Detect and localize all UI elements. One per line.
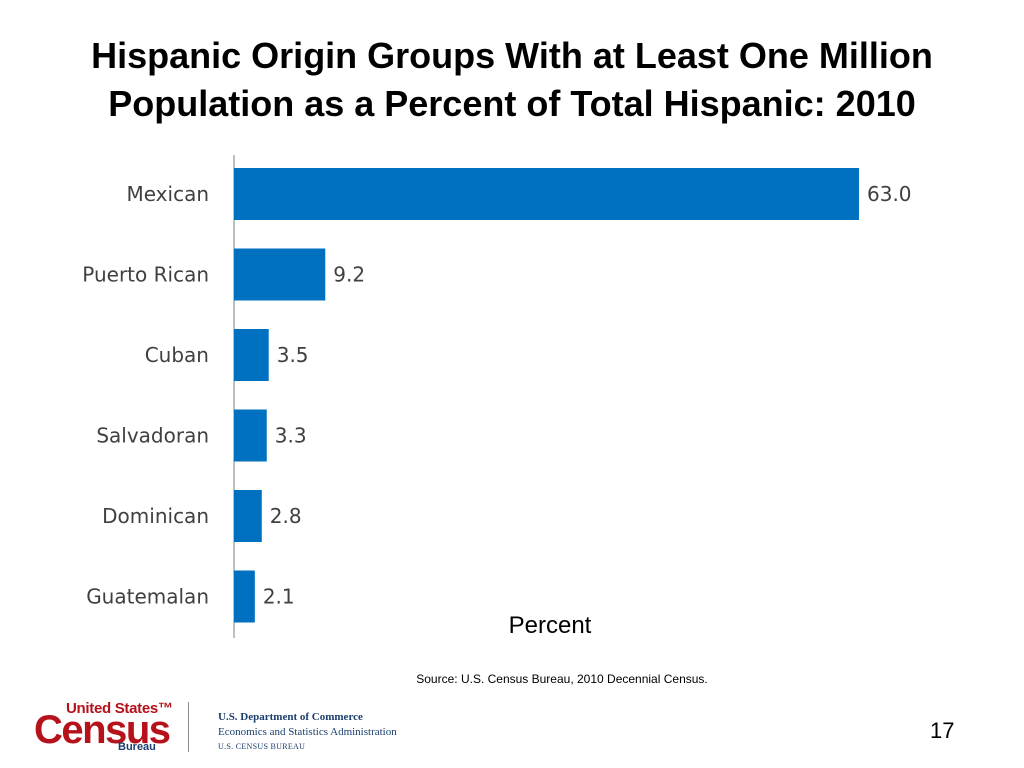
bar-guatemalan — [234, 570, 255, 623]
bar-puerto-rican — [234, 248, 326, 301]
bar-mexican — [234, 168, 859, 220]
value-label-cuban: 3.5 — [277, 343, 309, 367]
logo-bureau-text: Bureau — [118, 741, 156, 753]
category-label-puerto-rican: Puerto Rican — [82, 263, 209, 287]
category-label-cuban: Cuban — [145, 343, 209, 367]
department-block: U.S. Department of Commerce Economics an… — [218, 710, 397, 753]
page-number: 17 — [930, 718, 955, 743]
bars-group: Mexican 63.0 Puerto Rican 9.2 Cuban 3.5 Salvad… — [82, 168, 912, 623]
census-bureau-logo: United States™ Census Bureau — [34, 700, 174, 756]
dept-bureau: U.S. CENSUS BUREAU — [218, 742, 306, 751]
source-note: Source: U.S. Census Bureau, 2010 Decenni… — [416, 672, 708, 686]
value-label-puerto-rican: 9.2 — [333, 263, 365, 287]
slide-title: Hispanic Origin Groups With at Least One… — [20, 32, 1004, 128]
footer-divider — [188, 702, 189, 752]
value-label-salvadoran: 3.3 — [275, 424, 307, 448]
value-label-mexican: 63.0 — [867, 182, 912, 206]
bar-cuban — [234, 329, 269, 381]
dept-administration: Economics and Statistics Administration — [218, 726, 397, 738]
category-label-salvadoran: Salvadoran — [96, 424, 209, 448]
bar-salvadoran — [234, 409, 267, 462]
title-line-1: Hispanic Origin Groups With at Least One… — [91, 35, 933, 76]
title-line-2: Population as a Percent of Total Hispani… — [108, 83, 916, 124]
value-label-dominican: 2.8 — [270, 504, 302, 528]
category-label-dominican: Dominican — [102, 504, 209, 528]
value-label-guatemalan: 2.1 — [263, 585, 295, 609]
category-label-guatemalan: Guatemalan — [86, 585, 209, 609]
logo-united-states-text: United States™ — [66, 700, 173, 717]
bar-dominican — [234, 490, 262, 542]
logo-census-text: Census — [34, 708, 171, 752]
category-label-mexican: Mexican — [126, 182, 209, 206]
x-axis-title: Percent — [508, 612, 592, 639]
dept-name: U.S. Department of Commerce — [218, 711, 363, 723]
